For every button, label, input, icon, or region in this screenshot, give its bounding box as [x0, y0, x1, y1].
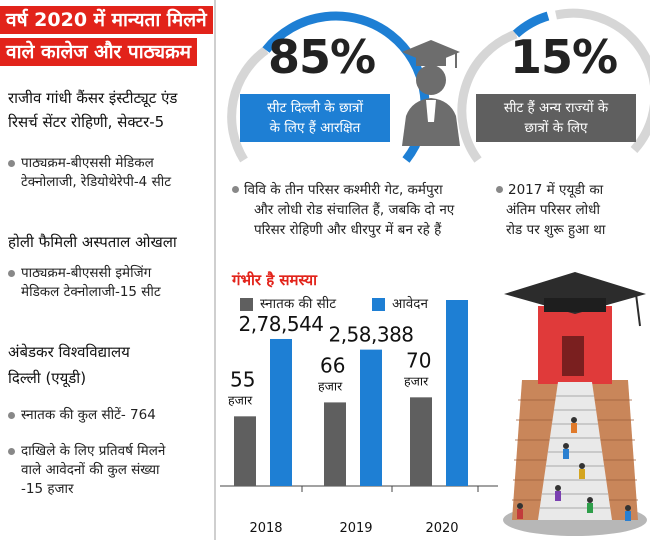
- section3-bullet2-line2: वाले आवेदनों की कुल संख्या: [21, 462, 160, 478]
- bullet-dot: [496, 186, 503, 193]
- arc-15-grey-right: [555, 8, 650, 154]
- stat-other-text: सीट हैं अन्य राज्यों के छात्रों के लिए: [476, 94, 636, 142]
- bar-applications-2020: [446, 300, 468, 486]
- data-label-seats-unit-2020: हजार: [404, 373, 429, 388]
- section1-heading-line1: राजीव गांधी कैंसर इंस्टीट्यूट एंड: [8, 89, 178, 107]
- section3-heading-line1: अंबेडकर विश्वविद्यालय: [8, 343, 130, 361]
- bullet-dot: [232, 186, 239, 193]
- campus-note-line1: विवि के तीन परिसर कश्मीरी गेट, कर्मपुरा: [244, 182, 443, 198]
- arc-15-grey: [457, 29, 518, 163]
- data-label-seats-2018: 55: [230, 367, 255, 391]
- column-divider: [214, 0, 216, 540]
- section2-bullet: पाठ्यक्रम-बीएससी इमेजिंग मेडिकल टेक्नोला…: [8, 264, 161, 302]
- title-line-1: वर्ष 2020 में मान्यता मिलने: [0, 6, 213, 34]
- x-tick-label-2019: 2019: [339, 521, 372, 536]
- percent-15: 15%: [510, 30, 618, 84]
- section3-bullet2-line3: -15 हजार: [21, 481, 74, 497]
- chart-title: गंभीर है समस्या: [232, 271, 317, 289]
- bullet-dot: [8, 270, 15, 277]
- section1-bullet-line2: टेक्नोलाजी, रेडियोथेरेपी-4 सीट: [21, 174, 171, 190]
- data-label-applications-2019: 2,58,388: [328, 323, 413, 347]
- section3-heading-line2: दिल्ली (एयूडी): [8, 369, 87, 387]
- section3-bullet2-line1: दाखिले के लिए प्रतिवर्ष मिलने: [21, 443, 166, 459]
- graduate-icon: [402, 40, 460, 146]
- left-panel: वर्ष 2020 में मान्यता मिलने वाले कालेज औ…: [0, 0, 213, 540]
- section3-bullet2: दाखिले के लिए प्रतिवर्ष मिलने वाले आवेदन…: [8, 442, 165, 499]
- stat-delhi-line1: सीट दिल्ली के छात्रों: [267, 100, 363, 116]
- section2-heading: होली फैमिली अस्पताल ओखला: [8, 233, 177, 251]
- section3-bullet1: स्नातक की कुल सीटें- 764: [8, 406, 156, 425]
- section2-bullet-line2: मेडिकल टेक्नोलाजी-15 सीट: [21, 284, 161, 300]
- data-label-seats-2019: 66: [320, 353, 345, 377]
- aud-note-line2: अंतिम परिसर लोधी: [506, 202, 600, 218]
- bar-applications-2018: [270, 338, 292, 486]
- legend-swatch-seats: [240, 298, 253, 311]
- title-line-2: वाले कालेज और पाठ्यक्रम: [0, 38, 198, 66]
- section1-bullet: पाठ्यक्रम-बीएससी मेडिकल टेक्नोलाजी, रेडि…: [8, 154, 171, 192]
- campus-note-line2: और लोधी रोड संचालित हैं, जबकि दो नए: [254, 202, 455, 218]
- legend-label-applications: आवेदन: [392, 296, 428, 312]
- arc-85-light: [227, 46, 269, 163]
- bullet-dot: [8, 412, 15, 419]
- x-tick-label-2020: 2020: [425, 521, 458, 536]
- bullet-dot: [8, 448, 15, 455]
- campus-note: विवि के तीन परिसर कश्मीरी गेट, कर्मपुरा …: [232, 180, 490, 240]
- data-label-seats-unit-2019: हजार: [318, 378, 343, 393]
- aud-note-line3: रोड पर शुरू हुआ था: [506, 222, 606, 238]
- aud-note: 2017 में एयूडी का अंतिम परिसर लोधी रोड प…: [496, 180, 648, 240]
- x-tick-label-2018: 2018: [249, 521, 282, 536]
- data-label-seats-2020: 70: [406, 348, 431, 372]
- stat-other-line1: सीट हैं अन्य राज्यों के: [503, 100, 609, 116]
- data-label-seats-unit-2018: हजार: [228, 392, 253, 407]
- arc-15-blue: [512, 11, 550, 38]
- legend-label-seats: स्नातक की सीट: [260, 296, 337, 312]
- bar-chart: 55हजार2,78,544201866हजार2,58,388201970हज…: [220, 300, 498, 536]
- section1-bullet-line1: पाठ्यक्रम-बीएससी मेडिकल: [21, 155, 154, 171]
- bar-seats-2020: [410, 397, 432, 486]
- stat-delhi-line2: के लिए हैं आरक्षित: [269, 120, 361, 136]
- section2-bullet-line1: पाठ्यक्रम-बीएससी इमेजिंग: [21, 265, 152, 281]
- percent-85: 85%: [268, 30, 376, 84]
- campus-note-line3: परिसर रोहिणी और धीरपुर में बन रहे हैं: [254, 222, 442, 238]
- section3-bullet1-text: स्नातक की कुल सीटें- 764: [21, 407, 156, 423]
- stat-other-line2: छात्रों के लिए: [524, 120, 588, 136]
- aud-note-line1: 2017 में एयूडी का: [508, 182, 604, 198]
- data-label-applications-2018: 2,78,544: [238, 312, 323, 336]
- stat-delhi-text: सीट दिल्ली के छात्रों के लिए हैं आरक्षित: [240, 94, 390, 142]
- bar-seats-2018: [234, 416, 256, 486]
- bullet-dot: [8, 160, 15, 167]
- bar-applications-2019: [360, 349, 382, 486]
- legend-swatch-applications: [372, 298, 385, 311]
- bar-seats-2019: [324, 402, 346, 486]
- section1-heading-line2: रिसर्च सेंटर रोहिणी, सेक्टर-5: [8, 113, 165, 131]
- graduation-cap-illustration: [503, 272, 647, 536]
